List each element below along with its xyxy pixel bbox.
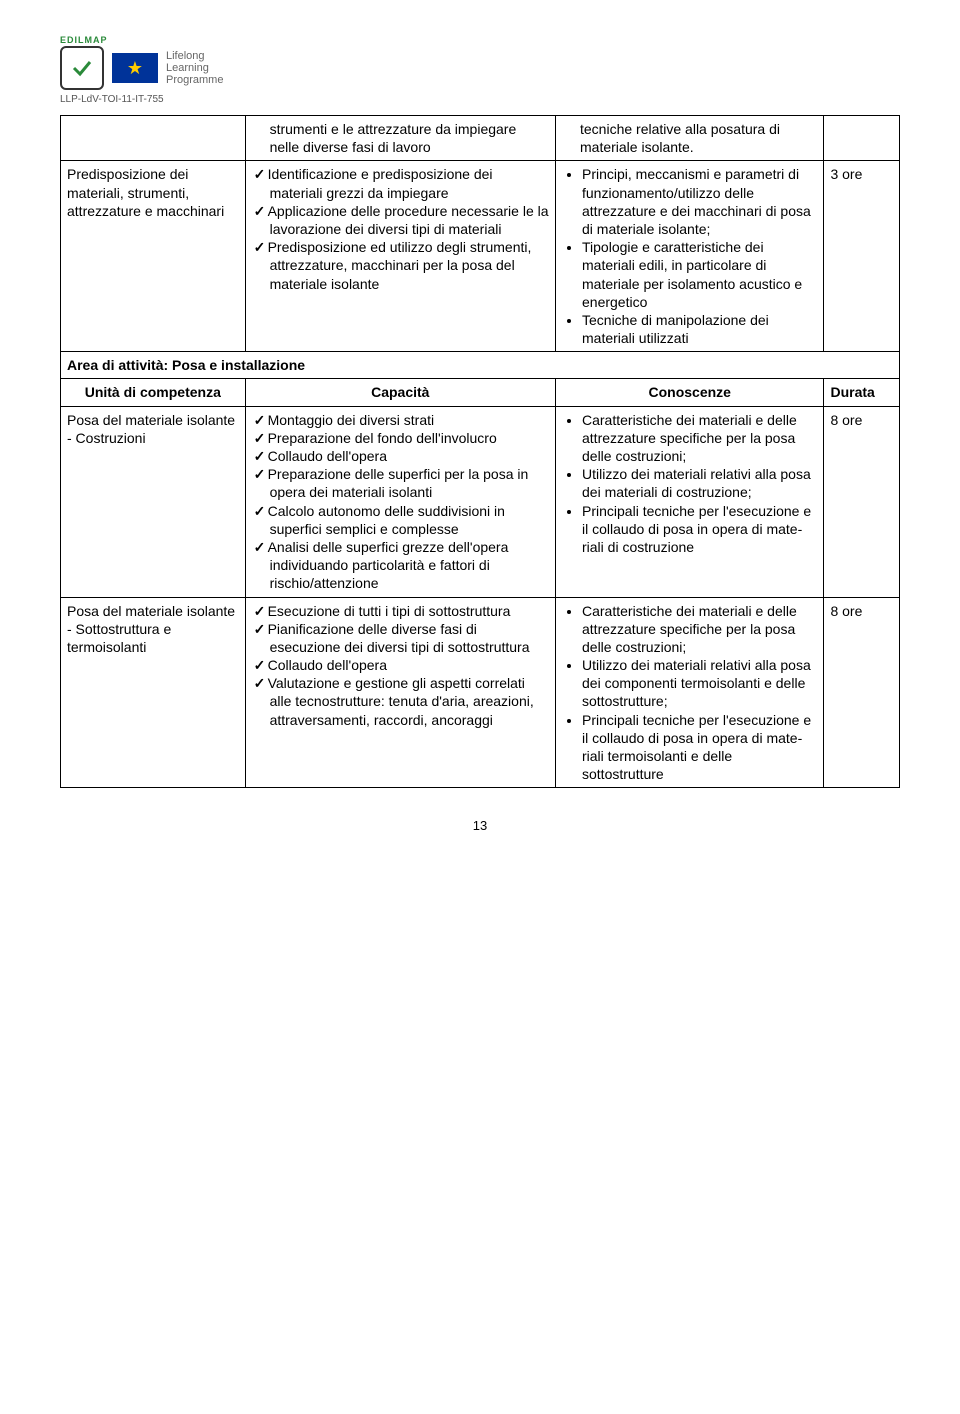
list-item: Calcolo autonomo delle suddivisioni in s…: [270, 502, 549, 538]
unit-cell: Predisposizione dei materiali, strumenti…: [61, 161, 246, 352]
prog-line1: Lifelong: [166, 50, 223, 62]
capacity-cell: Esecuzione di tutti i tipi di sottostrut…: [245, 597, 555, 788]
duration-cell: 3 ore: [824, 161, 900, 352]
list-item: Principali tecniche per l'esecuzione e i…: [582, 502, 817, 557]
project-logo-icon: [60, 46, 104, 90]
list-item: Tecniche di manipolazione dei materiali …: [582, 311, 817, 347]
list-item: Applicazione delle procedure necessarie …: [270, 202, 549, 238]
kn-cont-text: tecniche relative alla posatura di mater…: [562, 120, 817, 156]
edilmap-label: EDILMAP: [60, 35, 108, 45]
table-row: Posa del materiale isolante - Costruzion…: [61, 406, 900, 597]
programme-text: Lifelong Learning Programme: [166, 50, 223, 86]
duration-cell: 8 ore: [824, 406, 900, 597]
list-item: Preparazione delle superfici per la posa…: [270, 465, 549, 501]
header: EDILMAP ★ Lifelong Learning Programme LL…: [60, 30, 900, 105]
list-item: Analisi delle superfici grezze dell'oper…: [270, 538, 549, 593]
capacity-list: Montaggio dei diversi strati Preparazion…: [252, 411, 549, 593]
capacity-cell: Identificazione e predisposizione dei ma…: [245, 161, 555, 352]
unit-cell: Posa del materiale isolante - Sottostrut…: [61, 597, 246, 788]
list-item: Predisposizione ed utilizzo degli strume…: [270, 238, 549, 293]
capacity-cell: strumenti e le attrezzature da impiegare…: [245, 116, 555, 161]
prog-line3: Programme: [166, 74, 223, 86]
duration-cell: [824, 116, 900, 161]
knowledge-cell: Caratteristiche dei materiali e delle at…: [556, 597, 824, 788]
table-row: Posa del materiale isolante - Sottostrut…: [61, 597, 900, 788]
knowledge-list: Caratteristiche dei materiali e delle at…: [562, 411, 817, 557]
list-item: Caratteristiche dei materiali e delle at…: [582, 411, 817, 466]
project-code: LLP-LdV-TOI-11-IT-755: [60, 94, 900, 105]
knowledge-cell: Caratteristiche dei materiali e delle at…: [556, 406, 824, 597]
section-title: Area di attività: Posa e installazione: [61, 352, 900, 379]
list-item: Utilizzo dei materiali relativi alla pos…: [582, 656, 817, 711]
capacity-list: Esecuzione di tutti i tipi di sottostrut…: [252, 602, 549, 729]
h-unit: Unità di competenza: [61, 379, 246, 406]
table-row: strumenti e le attrezzature da impiegare…: [61, 116, 900, 161]
unit-cell: Posa del materiale isolante - Costruzion…: [61, 406, 246, 597]
page-number: 13: [60, 818, 900, 833]
list-item: Valutazione e gestione gli aspetti corre…: [270, 674, 549, 729]
capacity-list: Identificazione e predisposizione dei ma…: [252, 165, 549, 292]
list-item: Caratteristiche dei materiali e delle at…: [582, 602, 817, 657]
document-page: EDILMAP ★ Lifelong Learning Programme LL…: [0, 0, 960, 863]
h-dur: Durata: [824, 379, 900, 406]
eu-flag-icon: ★: [112, 53, 158, 83]
knowledge-cell: tecniche relative alla posatura di mater…: [556, 116, 824, 161]
table-row: Predisposizione dei materiali, strumenti…: [61, 161, 900, 352]
duration-cell: 8 ore: [824, 597, 900, 788]
cap-cont-text: strumenti e le attrezzature da impiegare…: [252, 120, 549, 156]
table-header-row: Unità di competenza Capacità Conoscenze …: [61, 379, 900, 406]
list-item: Collaudo dell'opera: [270, 447, 549, 465]
list-item: Utilizzo dei materiali relativi alla pos…: [582, 465, 817, 501]
knowledge-cell: Principi, meccanismi e parametri di funz…: [556, 161, 824, 352]
list-item: Pianificazione delle diverse fasi di ese…: [270, 620, 549, 656]
h-cap: Capacità: [245, 379, 555, 406]
prog-line2: Learning: [166, 62, 223, 74]
list-item: Collaudo dell'opera: [270, 656, 549, 674]
list-item: Tipologie e caratteristiche dei material…: [582, 238, 817, 311]
list-item: Preparazione del fondo dell'involucro: [270, 429, 549, 447]
list-item: Esecuzione di tutti i tipi di sottostrut…: [270, 602, 549, 620]
list-item: Identificazione e predisposizione dei ma…: [270, 165, 549, 201]
main-table: strumenti e le attrezzature da impiegare…: [60, 115, 900, 788]
h-kn: Conoscenze: [556, 379, 824, 406]
list-item: Principali tecniche per l'esecuzione e i…: [582, 711, 817, 784]
logo-bar: ★ Lifelong Learning Programme: [60, 46, 900, 90]
list-item: Montaggio dei diversi strati: [270, 411, 549, 429]
capacity-cell: Montaggio dei diversi strati Preparazion…: [245, 406, 555, 597]
knowledge-list: Principi, meccanismi e parametri di funz…: [562, 165, 817, 347]
unit-cell: [61, 116, 246, 161]
section-header-row: Area di attività: Posa e installazione: [61, 352, 900, 379]
list-item: Principi, meccanismi e parametri di funz…: [582, 165, 817, 238]
knowledge-list: Caratteristiche dei materiali e delle at…: [562, 602, 817, 784]
